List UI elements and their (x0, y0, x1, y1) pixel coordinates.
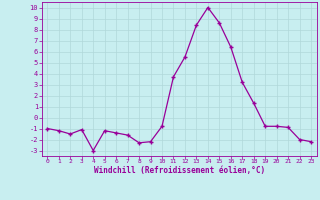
X-axis label: Windchill (Refroidissement éolien,°C): Windchill (Refroidissement éolien,°C) (94, 166, 265, 175)
